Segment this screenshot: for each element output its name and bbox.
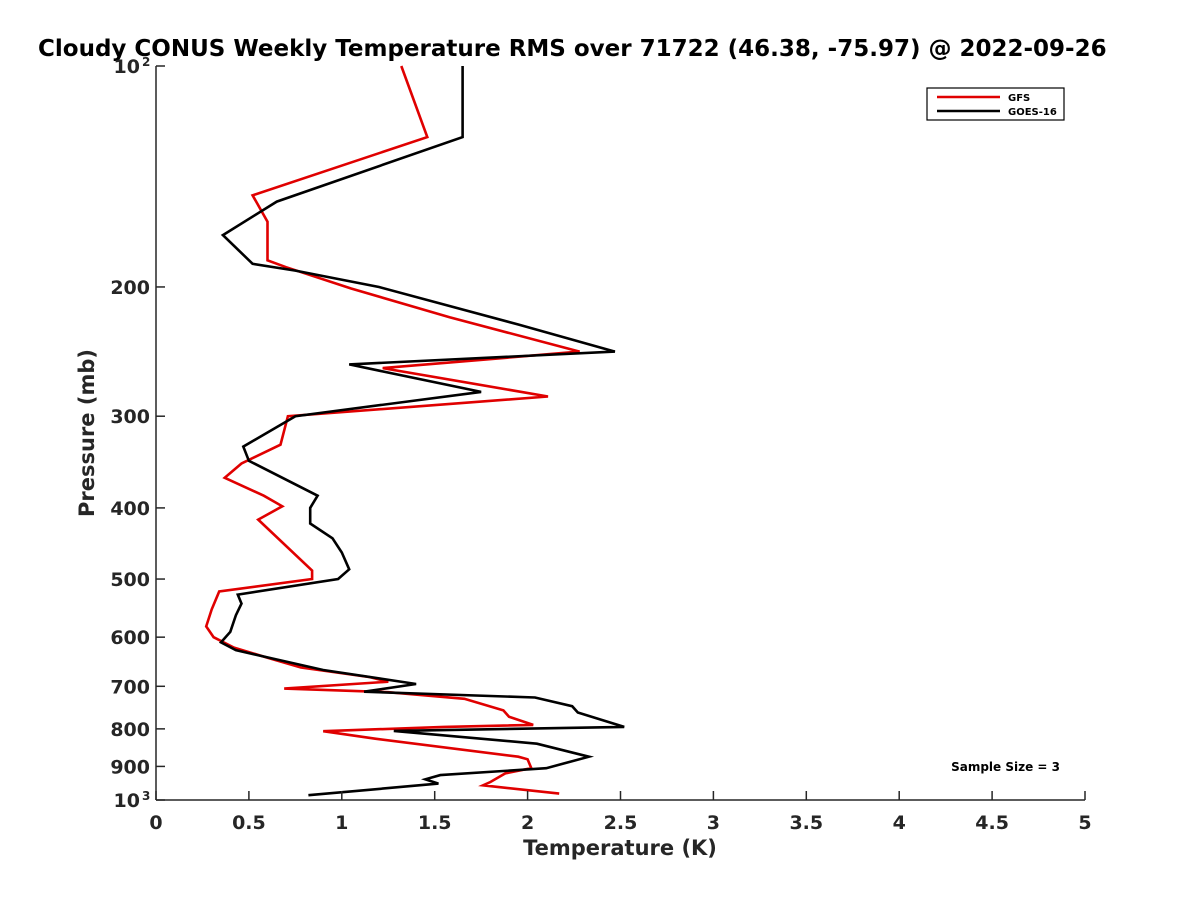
y-tick-label: 10: [114, 56, 140, 78]
y-tick-label: 400: [110, 498, 150, 520]
x-tick-label: 4: [893, 812, 906, 834]
x-tick-label: 2: [521, 812, 534, 834]
y-tick-exponent: 2: [142, 55, 150, 69]
x-tick-label: 1.5: [418, 812, 452, 834]
legend-label: GOES-16: [1008, 107, 1057, 118]
y-tick-label: 500: [110, 569, 150, 591]
y-tick-label: 700: [110, 676, 150, 698]
x-axis-ticks: 0 0.5 1 1.5 2 2.5 3 3.5 4 4.5 5: [149, 791, 1092, 834]
y-tick-exponent: 3: [142, 789, 150, 803]
x-axis-label: Temperature (K): [523, 836, 717, 860]
y-tick-label: 900: [110, 756, 150, 778]
chart-title: Cloudy CONUS Weekly Temperature RMS over…: [38, 36, 1107, 62]
x-tick-label: 1: [335, 812, 348, 834]
legend: GFS GOES-16: [926, 87, 1065, 121]
x-tick-label: 0.5: [232, 812, 266, 834]
legend-box: [926, 87, 1065, 121]
y-tick-label: 10: [114, 790, 140, 812]
x-tick-label: 3.5: [789, 812, 823, 834]
y-tick-label: 600: [110, 627, 150, 649]
legend-label: GFS: [1008, 93, 1030, 104]
x-tick-label: 0: [149, 812, 162, 834]
series-line-goes-16: [218, 66, 625, 797]
y-axis-label: Pressure (mb): [75, 349, 99, 517]
y-tick-label: 300: [110, 406, 150, 428]
y-tick-label: 800: [110, 719, 150, 741]
series-line-gfs: [204, 65, 580, 795]
x-tick-label: 4.5: [975, 812, 1009, 834]
x-tick-label: 3: [707, 812, 720, 834]
y-tick-label: 200: [110, 277, 150, 299]
x-tick-label: 5: [1078, 812, 1091, 834]
x-tick-label: 2.5: [604, 812, 638, 834]
sample-size-annotation: Sample Size = 3: [951, 760, 1060, 774]
